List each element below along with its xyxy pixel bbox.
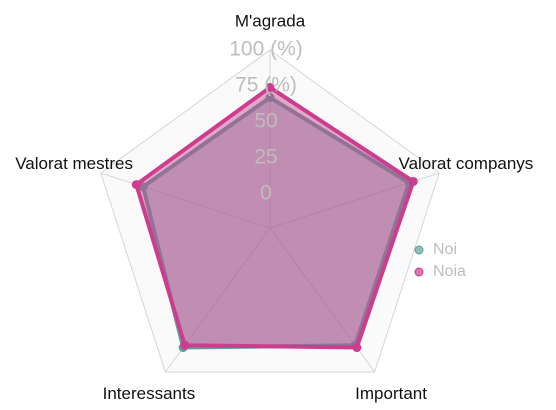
series-point bbox=[352, 343, 362, 353]
axis-label: Important bbox=[355, 384, 427, 403]
tick-label: 100 (%) bbox=[229, 38, 303, 61]
axis-label: M'agrada bbox=[235, 11, 306, 30]
series-point bbox=[265, 82, 275, 92]
legend-label: Noia bbox=[433, 263, 466, 280]
legend-marker bbox=[414, 245, 424, 255]
series-point bbox=[265, 93, 275, 103]
spoke bbox=[100, 172, 271, 229]
tick-label: 0 bbox=[260, 182, 272, 205]
series-area bbox=[134, 85, 416, 350]
tick-label: 75 (%) bbox=[235, 74, 297, 97]
series-point bbox=[180, 340, 190, 350]
series-point bbox=[408, 176, 418, 186]
tick-label: 50 bbox=[254, 110, 277, 133]
axis-label: Interessants bbox=[103, 384, 196, 403]
axis-label: Valorat mestres bbox=[15, 154, 133, 173]
tick-label: 25 bbox=[254, 146, 277, 169]
series-point bbox=[138, 182, 148, 192]
series-point bbox=[131, 180, 141, 190]
legend-marker bbox=[414, 267, 424, 277]
axis-label: Valorat companys bbox=[399, 154, 534, 173]
legend-label: Noi bbox=[433, 241, 457, 258]
